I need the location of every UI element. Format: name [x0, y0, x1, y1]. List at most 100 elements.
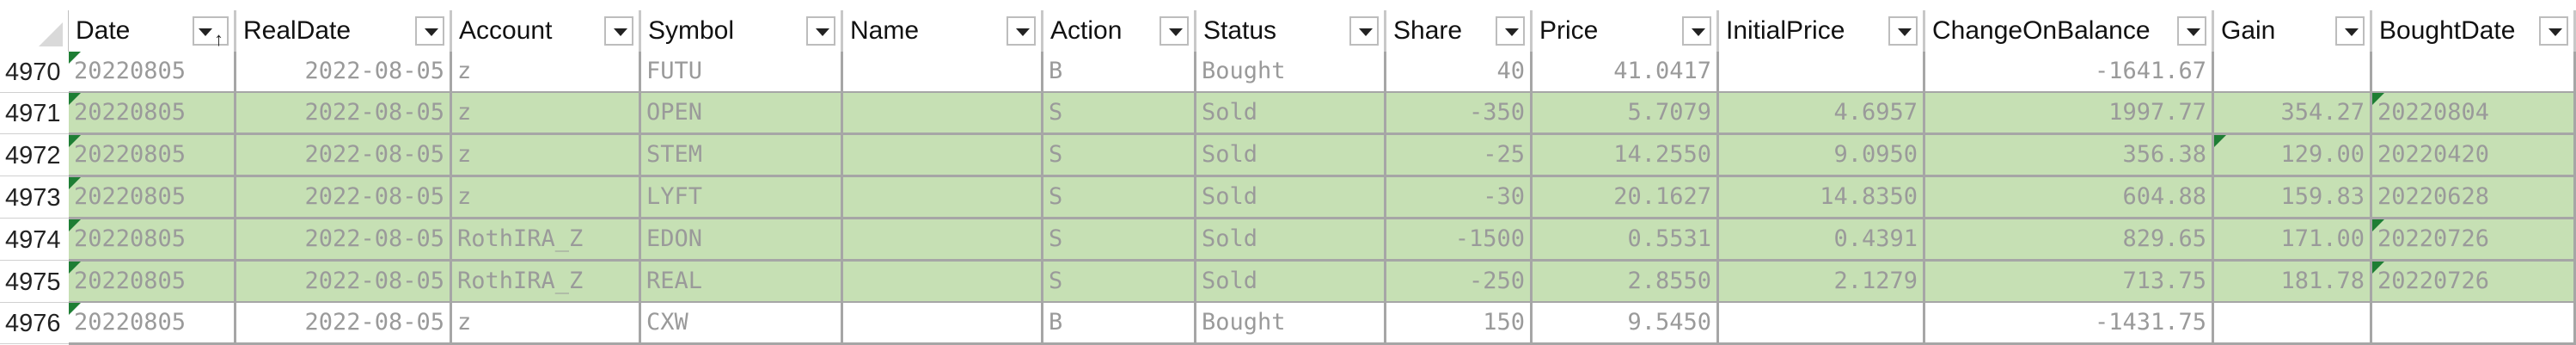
row-number-header[interactable]: 4976	[0, 303, 69, 344]
table-cell-account[interactable]: z	[452, 135, 641, 177]
table-cell-changeonbalance[interactable]: 356.38	[1925, 135, 2214, 177]
row-number-header[interactable]: 4973	[0, 177, 69, 219]
table-cell-gain[interactable]: 159.83	[2214, 177, 2372, 219]
table-cell-action[interactable]: S	[1043, 262, 1196, 304]
table-cell-changeonbalance[interactable]: 829.65	[1925, 219, 2214, 262]
table-cell-symbol[interactable]: STEM	[641, 135, 843, 177]
table-cell-name[interactable]	[843, 219, 1043, 262]
table-cell-status[interactable]: Bought	[1196, 52, 1386, 94]
table-cell-boughtdate[interactable]: 20220420	[2372, 135, 2576, 177]
table-cell-changeonbalance[interactable]: 1997.77	[1925, 93, 2214, 135]
table-cell-realdate[interactable]: 2022-08-05	[236, 93, 452, 135]
table-cell-symbol[interactable]: REAL	[641, 262, 843, 304]
table-cell-action[interactable]: B	[1043, 52, 1196, 94]
column-header-realdate[interactable]: RealDate	[236, 10, 452, 52]
column-header-action[interactable]: Action	[1043, 10, 1196, 52]
table-cell-name[interactable]	[843, 262, 1043, 304]
table-cell-gain[interactable]: 129.00	[2214, 135, 2372, 177]
table-cell-realdate[interactable]: 2022-08-05	[236, 177, 452, 219]
filter-dropdown-button[interactable]	[1007, 16, 1036, 46]
filter-dropdown-button[interactable]	[604, 16, 633, 46]
row-number-header[interactable]: 4975	[0, 262, 69, 303]
filter-dropdown-button[interactable]	[2335, 16, 2365, 46]
table-cell-date[interactable]: 20220805	[69, 303, 236, 345]
table-cell-date[interactable]: 20220805	[69, 93, 236, 135]
table-cell-changeonbalance[interactable]: 604.88	[1925, 177, 2214, 219]
column-header-date[interactable]: Date ↑	[69, 10, 236, 52]
table-cell-changeonbalance[interactable]: -1641.67	[1925, 52, 2214, 94]
filter-dropdown-button[interactable]	[806, 16, 835, 46]
filter-dropdown-button[interactable]	[1349, 16, 1379, 46]
table-cell-initialprice[interactable]: 0.4391	[1719, 219, 1925, 262]
table-cell-date[interactable]: 20220805	[69, 262, 236, 304]
table-cell-realdate[interactable]: 2022-08-05	[236, 135, 452, 177]
table-cell-symbol[interactable]: CXW	[641, 303, 843, 345]
filter-dropdown-button[interactable]	[1496, 16, 1525, 46]
table-cell-action[interactable]: S	[1043, 93, 1196, 135]
column-header-account[interactable]: Account	[452, 10, 641, 52]
column-header-changeonbalance[interactable]: ChangeOnBalance	[1925, 10, 2214, 52]
table-cell-price[interactable]: 14.2550	[1533, 135, 1719, 177]
filter-dropdown-button[interactable]	[2539, 16, 2568, 46]
table-cell-share[interactable]: -250	[1386, 262, 1533, 304]
table-cell-gain[interactable]	[2214, 52, 2372, 94]
table-cell-account[interactable]: z	[452, 93, 641, 135]
table-cell-gain[interactable]: 181.78	[2214, 262, 2372, 304]
table-cell-status[interactable]: Bought	[1196, 303, 1386, 345]
table-cell-changeonbalance[interactable]: -1431.75	[1925, 303, 2214, 345]
table-cell-status[interactable]: Sold	[1196, 135, 1386, 177]
filter-dropdown-button[interactable]	[2177, 16, 2206, 46]
table-cell-share[interactable]: 150	[1386, 303, 1533, 345]
column-header-symbol[interactable]: Symbol	[641, 10, 843, 52]
column-header-name[interactable]: Name	[843, 10, 1043, 52]
table-cell-price[interactable]: 41.0417	[1533, 52, 1719, 94]
table-cell-account[interactable]: z	[452, 177, 641, 219]
column-header-boughtdate[interactable]: BoughtDate	[2372, 10, 2576, 52]
table-cell-price[interactable]: 9.5450	[1533, 303, 1719, 345]
table-cell-account[interactable]: z	[452, 52, 641, 94]
table-cell-status[interactable]: Sold	[1196, 262, 1386, 304]
table-cell-name[interactable]	[843, 93, 1043, 135]
table-cell-status[interactable]: Sold	[1196, 93, 1386, 135]
table-cell-account[interactable]: z	[452, 303, 641, 345]
table-cell-symbol[interactable]: LYFT	[641, 177, 843, 219]
column-header-gain[interactable]: Gain	[2214, 10, 2372, 52]
table-cell-action[interactable]: B	[1043, 303, 1196, 345]
table-cell-boughtdate[interactable]	[2372, 303, 2576, 345]
table-cell-boughtdate[interactable]: 20220726	[2372, 219, 2576, 262]
table-cell-action[interactable]: S	[1043, 219, 1196, 262]
table-cell-date[interactable]: 20220805	[69, 52, 236, 94]
table-cell-account[interactable]: RothIRA_Z	[452, 219, 641, 262]
table-cell-share[interactable]: -25	[1386, 135, 1533, 177]
table-cell-share[interactable]: -350	[1386, 93, 1533, 135]
filter-dropdown-button[interactable]	[1888, 16, 1918, 46]
select-all-corner[interactable]	[0, 10, 69, 52]
filter-dropdown-button[interactable]	[1160, 16, 1189, 46]
table-cell-date[interactable]: 20220805	[69, 177, 236, 219]
table-cell-gain[interactable]: 171.00	[2214, 219, 2372, 262]
table-cell-initialprice[interactable]: 2.1279	[1719, 262, 1925, 304]
table-cell-initialprice[interactable]	[1719, 52, 1925, 94]
table-cell-price[interactable]: 2.8550	[1533, 262, 1719, 304]
table-cell-realdate[interactable]: 2022-08-05	[236, 303, 452, 345]
table-cell-share[interactable]: 40	[1386, 52, 1533, 94]
table-cell-changeonbalance[interactable]: 713.75	[1925, 262, 2214, 304]
table-cell-initialprice[interactable]: 4.6957	[1719, 93, 1925, 135]
table-cell-symbol[interactable]: EDON	[641, 219, 843, 262]
table-cell-name[interactable]	[843, 135, 1043, 177]
table-cell-price[interactable]: 0.5531	[1533, 219, 1719, 262]
table-cell-initialprice[interactable]: 14.8350	[1719, 177, 1925, 219]
table-cell-name[interactable]	[843, 303, 1043, 345]
row-number-header[interactable]: 4971	[0, 93, 69, 134]
table-cell-gain[interactable]	[2214, 303, 2372, 345]
table-cell-action[interactable]: S	[1043, 135, 1196, 177]
table-cell-boughtdate[interactable]: 20220804	[2372, 93, 2576, 135]
table-cell-symbol[interactable]: OPEN	[641, 93, 843, 135]
table-cell-name[interactable]	[843, 52, 1043, 94]
table-cell-price[interactable]: 20.1627	[1533, 177, 1719, 219]
column-header-share[interactable]: Share	[1386, 10, 1533, 52]
filter-dropdown-button[interactable]	[415, 16, 444, 46]
table-cell-status[interactable]: Sold	[1196, 177, 1386, 219]
filter-dropdown-button[interactable]	[1682, 16, 1711, 46]
table-cell-initialprice[interactable]: 9.0950	[1719, 135, 1925, 177]
